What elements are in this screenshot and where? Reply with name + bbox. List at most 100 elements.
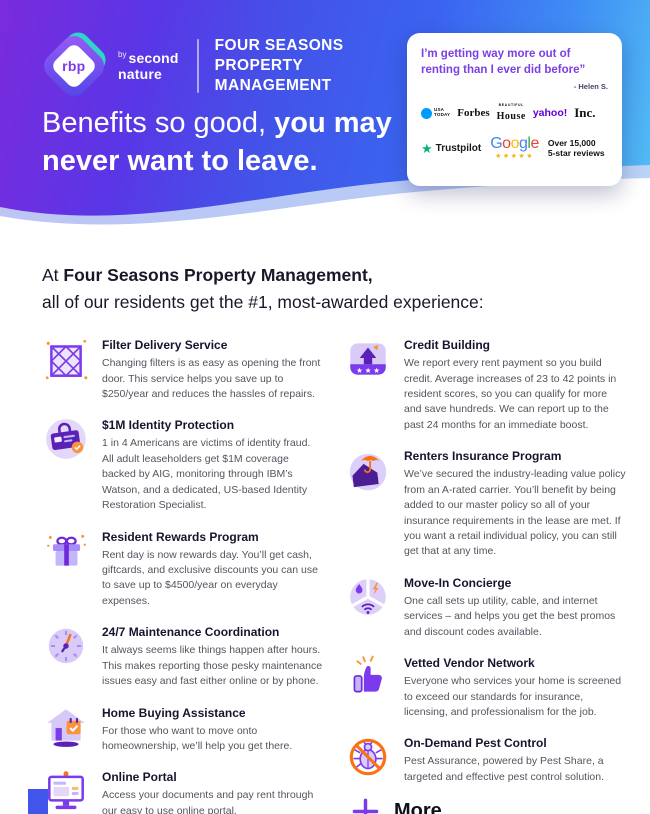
benefit-text: Resident Rewards Program Rent day is now…: [102, 527, 324, 610]
quote-line: I’m getting way more out of: [421, 48, 571, 60]
benefits-right-column: ★ ★ ★ Credit Building We report every re…: [344, 335, 630, 814]
google-letter: l: [527, 135, 531, 153]
company-line: PROPERTY: [214, 57, 304, 75]
benefit-title: Resident Rewards Program: [102, 529, 259, 544]
usa-line: TODAY: [434, 112, 451, 118]
resident-rewards-icon: [42, 527, 90, 575]
benefit-body: 1 in 4 Americans are victims of identity…: [102, 437, 311, 512]
trustpilot-logo: ★ Trustpilot: [421, 142, 481, 155]
intro-company-bold: Four Seasons Property Management,: [63, 265, 373, 285]
benefit-item-pest-control: On-Demand Pest Control Pest Assurance, p…: [344, 733, 630, 785]
benefit-item-filter-delivery: Filter Delivery Service Changing filters…: [42, 335, 334, 402]
identity-protection-icon: [42, 415, 90, 463]
google-letter: o: [510, 135, 520, 153]
benefit-item-renters-insurance: Renters Insurance Program We’ve secured …: [344, 446, 630, 560]
reviews-row: ★ Trustpilot Google ★★★★★ Over 15,000 5-…: [421, 136, 608, 161]
benefit-text: Renters Insurance Program We’ve secured …: [404, 446, 626, 560]
more-label: More: [394, 800, 442, 814]
benefit-text: Online Portal Access your documents and …: [102, 767, 324, 814]
headline-bold-1: you may: [274, 107, 392, 139]
testimonial-quote: I’m getting way more out of renting than…: [421, 46, 608, 79]
benefit-title: Online Portal: [102, 770, 177, 785]
testimonial-attribution: - Helen S.: [573, 81, 608, 91]
benefit-item-maintenance: 24/7 Maintenance Coordination It always …: [42, 622, 334, 689]
house-beautiful-logo: BEAUTIFUL House: [496, 102, 526, 124]
benefit-item-credit-building: ★ ★ ★ Credit Building We report every re…: [344, 335, 630, 433]
reviews-line: Over 15,000: [547, 137, 596, 148]
headline-bold-2: never want to leave.: [42, 145, 318, 178]
google-letter: o: [502, 135, 511, 153]
trustpilot-label: Trustpilot: [435, 142, 482, 154]
house-small: BEAUTIFUL: [498, 102, 524, 107]
hero-headline: Benefits so good, you may never want to …: [42, 104, 392, 181]
company-line: MANAGEMENT: [214, 76, 332, 94]
benefit-body: Pest Assurance, powered by Pest Share, a…: [404, 755, 605, 783]
inc-logo: Inc.: [574, 105, 596, 121]
benefits-grid: Filter Delivery Service Changing filters…: [0, 315, 650, 814]
testimonial-card: I’m getting way more out of renting than…: [407, 33, 622, 186]
intro-line2: all of our residents get the #1, most-aw…: [42, 291, 484, 312]
headline-regular: Benefits so good,: [42, 107, 275, 139]
benefit-body: We report every rent payment so you buil…: [404, 357, 617, 431]
benefit-item-resident-rewards: Resident Rewards Program Rent day is now…: [42, 527, 334, 610]
divider: [196, 39, 199, 93]
press-logos-row: USA TODAY Forbes BEAUTIFUL House yahoo! …: [421, 102, 608, 124]
benefit-title: Credit Building: [404, 338, 490, 353]
benefit-body: It always seems like things happen after…: [102, 644, 323, 688]
benefit-text: Move-In Concierge One call sets up utili…: [404, 573, 626, 640]
benefit-body: For those who want to move onto homeowne…: [102, 724, 293, 752]
brand-bottom: nature: [118, 65, 162, 82]
svg-text:★ ★ ★: ★ ★ ★: [356, 366, 380, 375]
second-nature-wordmark: by second nature: [118, 49, 179, 82]
google-wordmark: Google: [490, 136, 539, 152]
brand-top: second: [128, 49, 179, 66]
google-letter: g: [518, 135, 528, 153]
benefit-title: Filter Delivery Service: [102, 338, 228, 353]
pest-control-icon: [344, 733, 392, 781]
google-letter: e: [530, 135, 539, 153]
benefit-item-home-buying: Home Buying Assistance For those who wan…: [42, 703, 334, 755]
benefit-text: $1M Identity Protection 1 in 4 Americans…: [102, 415, 324, 513]
house-main: House: [496, 111, 526, 123]
benefit-text: 24/7 Maintenance Coordination It always …: [102, 622, 324, 689]
renters-insurance-icon: [344, 446, 392, 494]
filter-delivery-icon: [42, 335, 90, 383]
quote-line: renting than I ever did before”: [421, 64, 586, 77]
trustpilot-star-icon: ★: [421, 140, 433, 156]
benefit-item-identity-protection: $1M Identity Protection 1 in 4 Americans…: [42, 415, 334, 513]
benefit-text: Credit Building We report every rent pay…: [404, 335, 626, 433]
google-logo: Google ★★★★★: [490, 136, 539, 161]
rbp-wordmark: rbp: [62, 57, 86, 74]
benefit-title: $1M Identity Protection: [102, 418, 235, 433]
benefit-text: On-Demand Pest Control Pest Assurance, p…: [404, 733, 626, 785]
company-line: FOUR SEASONS: [214, 37, 344, 55]
benefits-left-column: Filter Delivery Service Changing filters…: [42, 335, 334, 814]
benefit-title: Vetted Vendor Network: [404, 656, 535, 671]
online-portal-icon: [42, 767, 90, 814]
intro-prefix: At: [42, 265, 64, 285]
benefit-title: Renters Insurance Program: [404, 449, 562, 464]
company-name: FOUR SEASONS PROPERTY MANAGEMENT: [215, 36, 344, 95]
benefit-body: Changing filters is as easy as opening t…: [102, 357, 321, 401]
usa-today-label: USA TODAY: [434, 108, 450, 118]
intro-heading: At Four Seasons Property Management, all…: [42, 262, 610, 315]
plus-icon: [352, 798, 379, 814]
benefit-body: One call sets up utility, cable, and int…: [404, 594, 616, 638]
benefit-title: Home Buying Assistance: [102, 705, 246, 720]
vetted-vendor-icon: [344, 653, 392, 701]
usa-today-logo: USA TODAY: [421, 108, 450, 119]
benefit-title: 24/7 Maintenance Coordination: [102, 625, 280, 640]
usa-line: USA: [434, 107, 445, 113]
benefit-title: On-Demand Pest Control: [404, 736, 547, 751]
home-buying-icon: [42, 703, 90, 751]
yahoo-logo: yahoo!: [532, 107, 568, 120]
benefit-body: Rent day is now rewards day. You’ll get …: [102, 548, 318, 607]
usa-today-circle-icon: [421, 107, 432, 119]
benefit-text: Home Buying Assistance For those who wan…: [102, 703, 324, 755]
more-row: More: [352, 798, 630, 814]
benefit-body: We’ve secured the industry-leading value…: [404, 468, 626, 558]
google-letter: G: [490, 135, 503, 153]
credit-building-icon: ★ ★ ★: [344, 335, 392, 383]
by-label: by: [118, 49, 127, 59]
